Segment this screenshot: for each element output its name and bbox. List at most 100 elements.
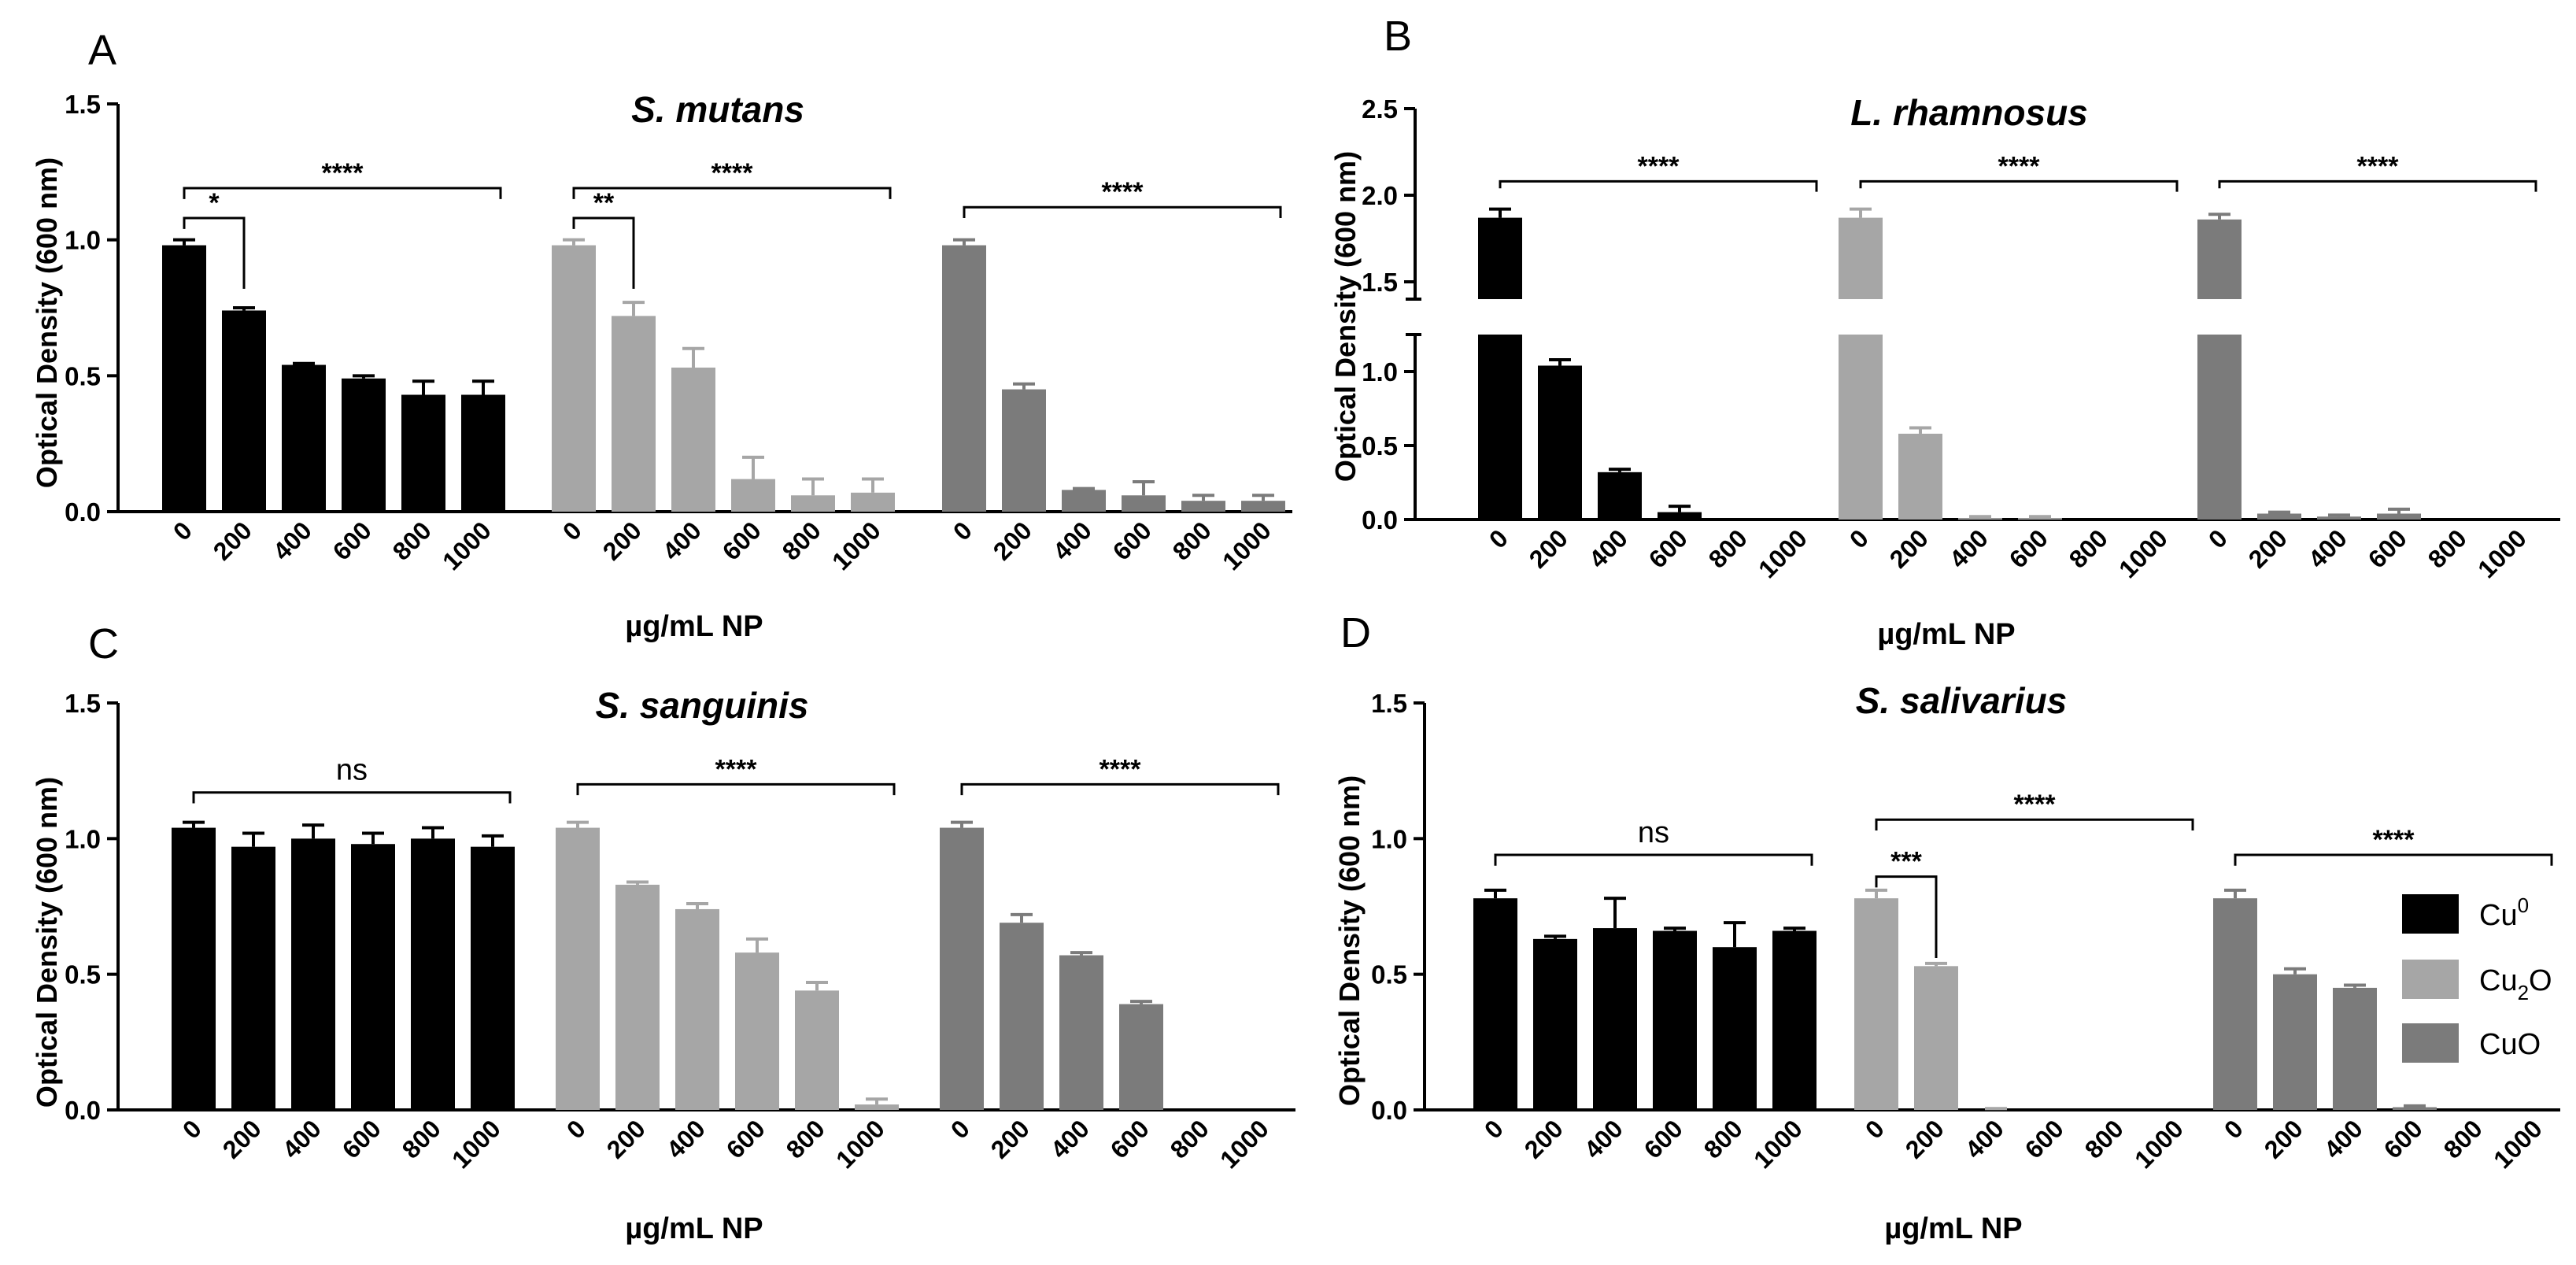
- significance-label: ****: [1998, 151, 2041, 181]
- significance-label: ****: [2357, 151, 2400, 181]
- x-tick-label: 1000: [2488, 1114, 2548, 1174]
- panel-a-xlabel: µg/mL NP: [625, 610, 763, 643]
- significance-bracket: [576, 782, 896, 796]
- x-tick-label: 1000: [830, 1114, 890, 1174]
- x-tick-label: 800: [1167, 516, 1217, 565]
- y-tick-label: 1.5: [1362, 268, 1398, 297]
- x-tick-label: 200: [1884, 523, 1934, 573]
- bar-CuO-200: [1000, 923, 1044, 1110]
- bar-Cu2O-1000: [855, 1104, 899, 1110]
- bar-Cu0-800: [1713, 947, 1757, 1110]
- panel-d: D S. salivarius Optical Density (600 nm)…: [1333, 609, 2560, 1245]
- panel-b: B L. rhamnosus Optical Density (600 nm) …: [1329, 13, 2560, 651]
- panel-b-title: L. rhamnosus: [1850, 92, 2088, 133]
- bar-CuO-800: [1181, 501, 1225, 512]
- x-tick-label: 400: [1584, 523, 1633, 573]
- y-tick-label: 0.0: [1362, 505, 1398, 534]
- panel-d-ylabel: Optical Density (600 nm): [1333, 775, 1366, 1106]
- x-tick-label: 400: [1944, 523, 1994, 573]
- bar-CuO-0: [940, 827, 984, 1110]
- panel-c-xlabel: µg/mL NP: [625, 1212, 763, 1245]
- bar-Cu0-0: [172, 827, 216, 1110]
- x-tick-label: 200: [1519, 1114, 1569, 1163]
- bar-Cu2O-800: [791, 495, 835, 512]
- y-tick-label: 0.5: [65, 960, 101, 989]
- legend-label-Cu2O: Cu2O: [2479, 964, 2552, 1004]
- x-tick-label: 200: [988, 516, 1037, 565]
- panel-a: A S. mutans Optical Density (600 nm) µg/…: [31, 27, 1292, 643]
- x-tick-label: 200: [597, 516, 647, 565]
- bar-Cu2O-200: [612, 316, 656, 512]
- significance-bracket: [1859, 179, 2179, 192]
- bar-Cu2O-200: [615, 884, 660, 1110]
- x-tick-label: 400: [277, 1114, 327, 1163]
- x-tick-label: 200: [985, 1114, 1035, 1163]
- bar-CuO-1000: [1241, 501, 1285, 512]
- x-tick-label: 600: [2020, 1114, 2069, 1163]
- x-tick-label: 200: [1900, 1114, 1950, 1163]
- panel-d-xlabel: µg/mL NP: [1884, 1212, 2022, 1245]
- x-tick-label: 0: [1479, 1114, 1509, 1144]
- y-tick-label: 0.5: [65, 361, 101, 390]
- bar-Cu2O-600: [735, 952, 779, 1110]
- significance-label: ****: [2373, 825, 2415, 855]
- x-tick-label: 400: [2303, 523, 2352, 573]
- bar-Cu2O-200: [1914, 966, 1958, 1110]
- x-tick-label: 800: [2438, 1114, 2488, 1163]
- x-tick-label: 200: [601, 1114, 651, 1163]
- bar-Cu0-1000: [461, 394, 505, 512]
- bar-CuO-200: [1002, 389, 1046, 512]
- bar-Cu2O-400: [1958, 518, 2002, 520]
- bar-Cu0-600: [1653, 930, 1697, 1110]
- bar-Cu2O-400: [671, 367, 715, 512]
- bar-Cu0-400: [1598, 472, 1642, 520]
- bar-CuO-600: [1122, 495, 1166, 512]
- x-tick-label: 600: [2363, 523, 2412, 573]
- x-tick-label: 400: [1048, 516, 1097, 565]
- legend-swatch-CuO: [2402, 1023, 2459, 1063]
- bar-Cu2O-0: [1854, 898, 1898, 1110]
- bar-Cu2O-200: [1898, 433, 1942, 520]
- x-tick-label: 800: [1698, 1114, 1748, 1163]
- bar-CuO-600: [2377, 513, 2421, 520]
- significance-label: ****: [1100, 754, 1142, 784]
- bar-Cu0-400: [291, 838, 335, 1110]
- x-tick-label: 1000: [826, 516, 886, 575]
- y-tick-label: 1.0: [1371, 824, 1407, 853]
- significance-bracket: [1875, 818, 2194, 830]
- x-tick-label: 1000: [1217, 516, 1277, 575]
- bar-Cu2O-0: [552, 245, 596, 512]
- x-tick-label: 800: [2423, 523, 2472, 573]
- y-tick-label: 1.0: [1362, 357, 1398, 387]
- y-tick-label: 1.0: [65, 226, 101, 255]
- bar-CuO-200: [2257, 513, 2301, 520]
- bar-Cu0-400: [1593, 928, 1637, 1110]
- x-tick-label: 600: [337, 1114, 386, 1163]
- bar-CuO-0: [2197, 335, 2242, 520]
- y-tick-label: 0.0: [1371, 1096, 1407, 1125]
- x-tick-label: 400: [1579, 1114, 1628, 1163]
- bar-CuO-400: [1059, 955, 1103, 1110]
- x-tick-label: 600: [2378, 1114, 2428, 1163]
- significance-label: ****: [322, 158, 364, 188]
- y-tick-label: 0.5: [1362, 431, 1398, 461]
- x-tick-label: 600: [717, 516, 767, 565]
- significance-label: ****: [1102, 177, 1144, 207]
- panel-a-plot: 0.00.51.01.50 200 400 600 800 1000 0 200 400 600 8…: [65, 90, 1292, 575]
- bar-CuO-600: [1119, 1004, 1163, 1110]
- panel-b-plot: 0.00.51.01.52.02.50 200 400 600 800 1000 0 200 4…: [1362, 94, 2560, 583]
- y-tick-label: 0.5: [1371, 960, 1407, 989]
- x-tick-label: 600: [1105, 1114, 1155, 1163]
- bar-CuO-0: [942, 245, 986, 512]
- x-tick-label: 1000: [437, 516, 497, 575]
- bar-Cu0-1000: [1772, 930, 1817, 1110]
- panel-c-letter: C: [88, 620, 119, 668]
- x-tick-label: 800: [781, 1114, 830, 1163]
- significance-label: ****: [711, 158, 754, 188]
- panel-d-plot: 0.00.51.01.50 200 400 600 800 1000 0 200 400 600 8…: [1371, 689, 2560, 1174]
- panel-a-letter: A: [88, 27, 116, 74]
- x-tick-label: 800: [2079, 1114, 2129, 1163]
- legend-label-CuO: CuO: [2479, 1028, 2541, 1061]
- panel-b-letter: B: [1384, 13, 1412, 60]
